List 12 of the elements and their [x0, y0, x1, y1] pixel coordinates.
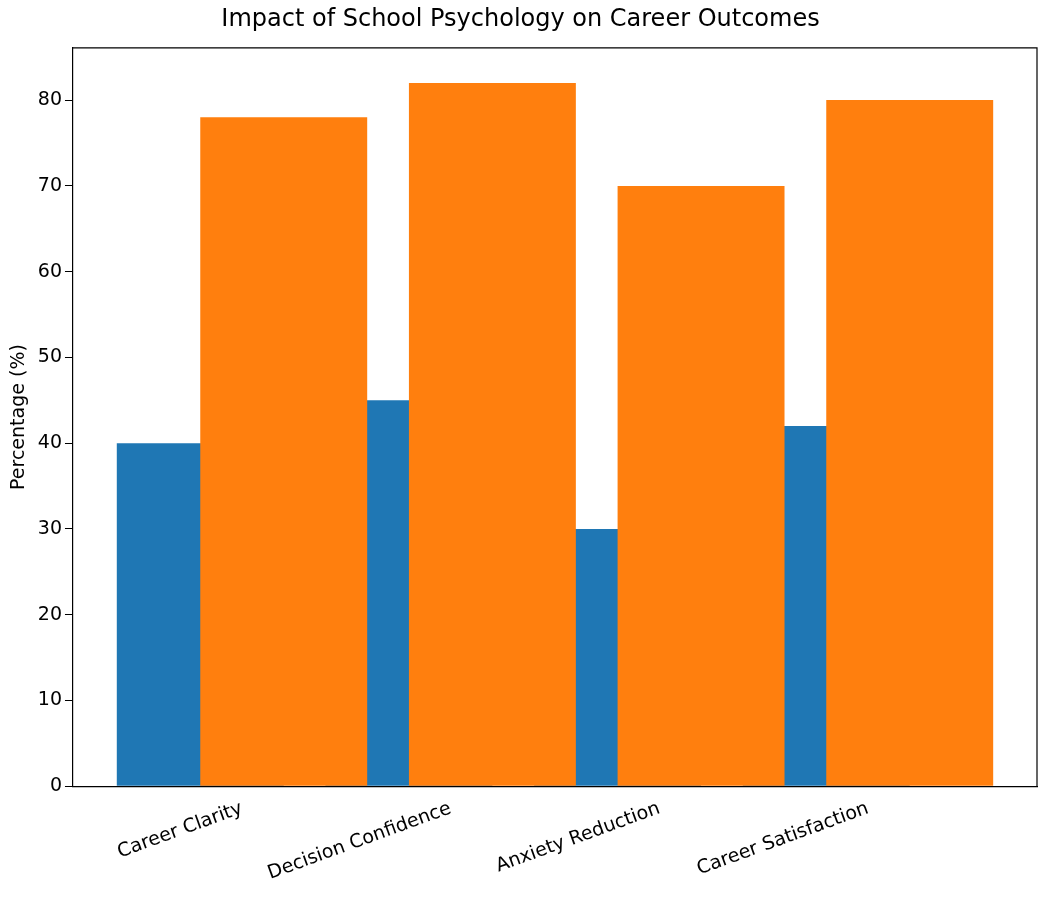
y-tick-label: 10 [37, 687, 62, 710]
chart-title: Impact of School Psychology on Career Outcomes [221, 3, 820, 32]
x-tick-label: Career Clarity [113, 795, 246, 862]
y-tick-label: 80 [37, 87, 62, 110]
y-axis-title: Percentage (%) [6, 344, 29, 490]
y-tick-label: 40 [37, 430, 62, 453]
y-tick-label: 70 [37, 172, 62, 195]
y-tick-label: 20 [37, 601, 62, 624]
y-tick-label: 60 [37, 258, 62, 281]
y-tick-label: 50 [37, 344, 62, 367]
y-tick-label: 30 [37, 515, 62, 538]
y-tick-label: 0 [49, 773, 62, 796]
